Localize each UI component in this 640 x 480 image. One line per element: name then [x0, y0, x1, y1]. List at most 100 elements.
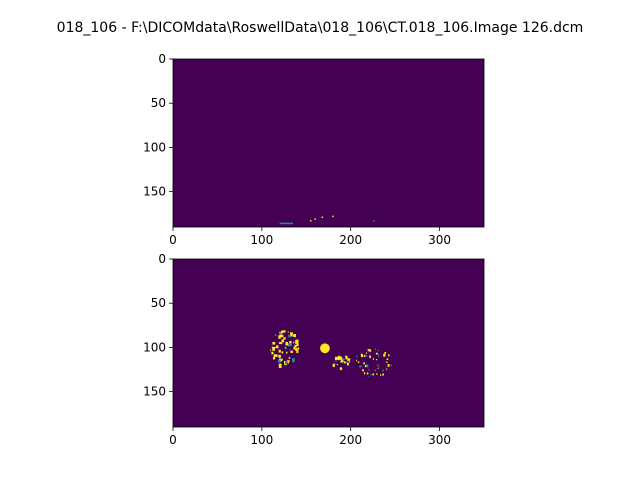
speckle-c1-8: [335, 361, 337, 362]
y-tick-label-0: 0: [158, 52, 166, 66]
speckle-c2-29: [363, 354, 366, 357]
x-tick-label-0: 0: [169, 233, 177, 247]
speckle-c0-16: [287, 331, 289, 333]
speckle-c0-39: [285, 361, 287, 365]
speckle-c2-44: [382, 369, 384, 372]
speckle-c0-11: [288, 357, 291, 359]
image-background: [173, 59, 484, 227]
speckle-c2-42: [359, 365, 361, 368]
speckle-c0-52: [296, 343, 299, 347]
speckle-c0-32: [283, 337, 286, 340]
speckle-c2-22: [367, 348, 370, 352]
speckle-c2-43: [380, 374, 382, 376]
x-tick-label-2: 200: [339, 433, 362, 447]
speckle-c0-7: [281, 358, 283, 361]
blob-1: [336, 355, 342, 361]
speckle-c2-2: [377, 350, 379, 351]
speckle-c1-15: [340, 360, 343, 363]
speckle-c2-37: [368, 350, 370, 352]
speckle-c0-50: [285, 347, 287, 350]
speckle-c1-21: [345, 355, 348, 360]
speckle-c1-9: [335, 357, 339, 360]
speckle-c0-42: [289, 348, 291, 350]
speckle-c0-68: [280, 332, 283, 335]
speckle-c2-28: [368, 369, 370, 371]
speckle-c0-60: [289, 340, 292, 344]
speckle-c0-37: [271, 346, 274, 349]
speckle-c0-26: [286, 360, 288, 362]
y-tick-label-0: 0: [158, 252, 166, 266]
speckle-c0-35: [272, 341, 276, 345]
speckle-c2-8: [366, 372, 369, 375]
y-tick-label-2: 100: [143, 340, 166, 354]
speckle-c2-5: [362, 369, 364, 372]
speckle-c0-69: [278, 341, 282, 344]
mark-dot-4: [332, 215, 334, 218]
speckle-c2-14: [364, 364, 367, 368]
speckle-c2-6: [363, 362, 365, 365]
speckle-c1-3: [332, 363, 335, 367]
speckle-c1-20: [339, 367, 343, 371]
speckle-c0-57: [283, 330, 286, 333]
speckle-c0-10: [278, 355, 281, 358]
speckle-c2-32: [390, 364, 392, 366]
speckle-c2-26: [360, 365, 362, 367]
speckle-c0-51: [295, 340, 298, 344]
speckle-c2-45: [378, 353, 380, 356]
speckle-c2-46: [366, 364, 369, 368]
speckle-c0-63: [284, 347, 286, 349]
speckle-c2-47: [369, 349, 372, 352]
speckle-c0-56: [281, 351, 284, 354]
speckle-c2-23: [375, 373, 378, 375]
speckle-c0-29: [293, 333, 296, 338]
speckle-c0-64: [279, 331, 281, 334]
speckle-c1-13: [335, 363, 337, 365]
x-tick-label-3: 300: [428, 233, 451, 247]
speckle-c2-16: [360, 353, 363, 358]
axes-frame: [172, 58, 485, 228]
speckle-c2-25: [386, 358, 389, 361]
axes-frame: [172, 258, 485, 428]
mark-dot-2: [314, 218, 316, 220]
speckle-c2-19: [356, 359, 358, 362]
speckle-c0-62: [277, 359, 281, 363]
speckle-c0-67: [281, 330, 284, 334]
speckle-c2-12: [385, 368, 388, 370]
speckle-c2-7: [372, 373, 375, 376]
speckle-c0-33: [278, 363, 282, 368]
y-tick-label-1: 50: [151, 96, 166, 110]
speckle-c1-12: [346, 363, 349, 366]
speckle-c0-15: [283, 360, 286, 363]
speckle-c2-39: [365, 352, 367, 354]
x-tick-label-0: 0: [169, 433, 177, 447]
speckle-c0-24: [275, 334, 277, 336]
speckle-c0-31: [273, 356, 276, 360]
speckle-c2-3: [387, 364, 390, 367]
speckle-c0-46: [290, 350, 293, 353]
speckle-c0-25: [294, 344, 297, 348]
speckle-c1-2: [341, 358, 344, 363]
speckle-c2-27: [375, 358, 378, 361]
speckle-c0-18: [280, 342, 283, 345]
speckle-c0-59: [281, 334, 284, 338]
speckle-c0-34: [289, 343, 292, 347]
speckle-c0-23: [287, 343, 290, 347]
speckle-c1-16: [340, 356, 343, 359]
speckle-c1-17: [348, 361, 351, 363]
x-tick-label-2: 200: [339, 233, 362, 247]
speckle-c0-53: [275, 354, 278, 357]
speckle-c1-4: [342, 358, 345, 361]
speckle-c0-49: [270, 349, 272, 351]
speckle-c0-61: [288, 359, 290, 363]
speckle-c2-13: [378, 356, 380, 358]
speckle-c1-7: [346, 361, 348, 364]
y-tick-label-3: 150: [143, 385, 166, 399]
speckle-c2-49: [376, 364, 379, 366]
speckle-c2-18: [384, 351, 387, 354]
mark-dot-1: [309, 220, 312, 222]
speckle-c2-33: [374, 369, 376, 371]
speckle-c2-38: [372, 358, 375, 360]
speckle-c1-11: [347, 359, 350, 362]
speckle-c2-40: [360, 354, 362, 356]
speckle-c0-36: [278, 349, 281, 353]
